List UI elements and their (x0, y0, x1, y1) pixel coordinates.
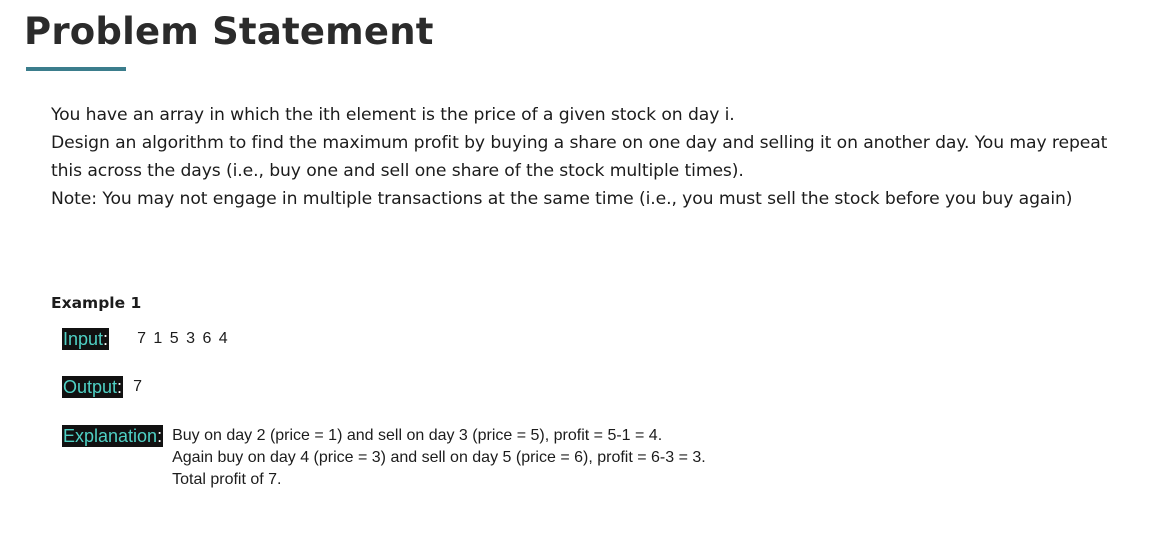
output-label-separator: : (117, 377, 123, 397)
input-label-separator: : (103, 329, 109, 349)
explanation-label-tag: Explanation: (62, 425, 164, 447)
statement-line-1: You have an array in which the ith eleme… (51, 105, 735, 125)
statement-line-3: Note: You may not engage in multiple tra… (51, 189, 1073, 209)
example-input-row: Input: 7 1 5 3 6 4 (62, 328, 229, 350)
explanation-line-1: Buy on day 2 (price = 1) and sell on day… (172, 427, 663, 444)
output-value: 7 (133, 378, 144, 395)
explanation-line-3: Total profit of 7. (172, 471, 282, 488)
example-explanation-row: Explanation: Buy on day 2 (price = 1) an… (62, 425, 706, 491)
example-heading: Example 1 (51, 294, 142, 312)
explanation-text: Buy on day 2 (price = 1) and sell on day… (172, 425, 706, 491)
input-label: Input (63, 329, 104, 349)
statement-line-2: Design an algorithm to find the maximum … (51, 133, 1108, 181)
explanation-line-2: Again buy on day 4 (price = 3) and sell … (172, 449, 706, 466)
output-label: Output (63, 377, 118, 397)
title-underline (26, 67, 126, 71)
page-title: Problem Statement (24, 10, 434, 53)
input-label-tag: Input: (62, 328, 110, 350)
input-value: 7 1 5 3 6 4 (137, 330, 230, 347)
example-output-row: Output: 7 (62, 376, 143, 398)
output-label-tag: Output: (62, 376, 124, 398)
problem-statement: You have an array in which the ith eleme… (51, 101, 1111, 213)
explanation-label: Explanation (63, 426, 158, 446)
explanation-label-separator: : (157, 426, 163, 446)
